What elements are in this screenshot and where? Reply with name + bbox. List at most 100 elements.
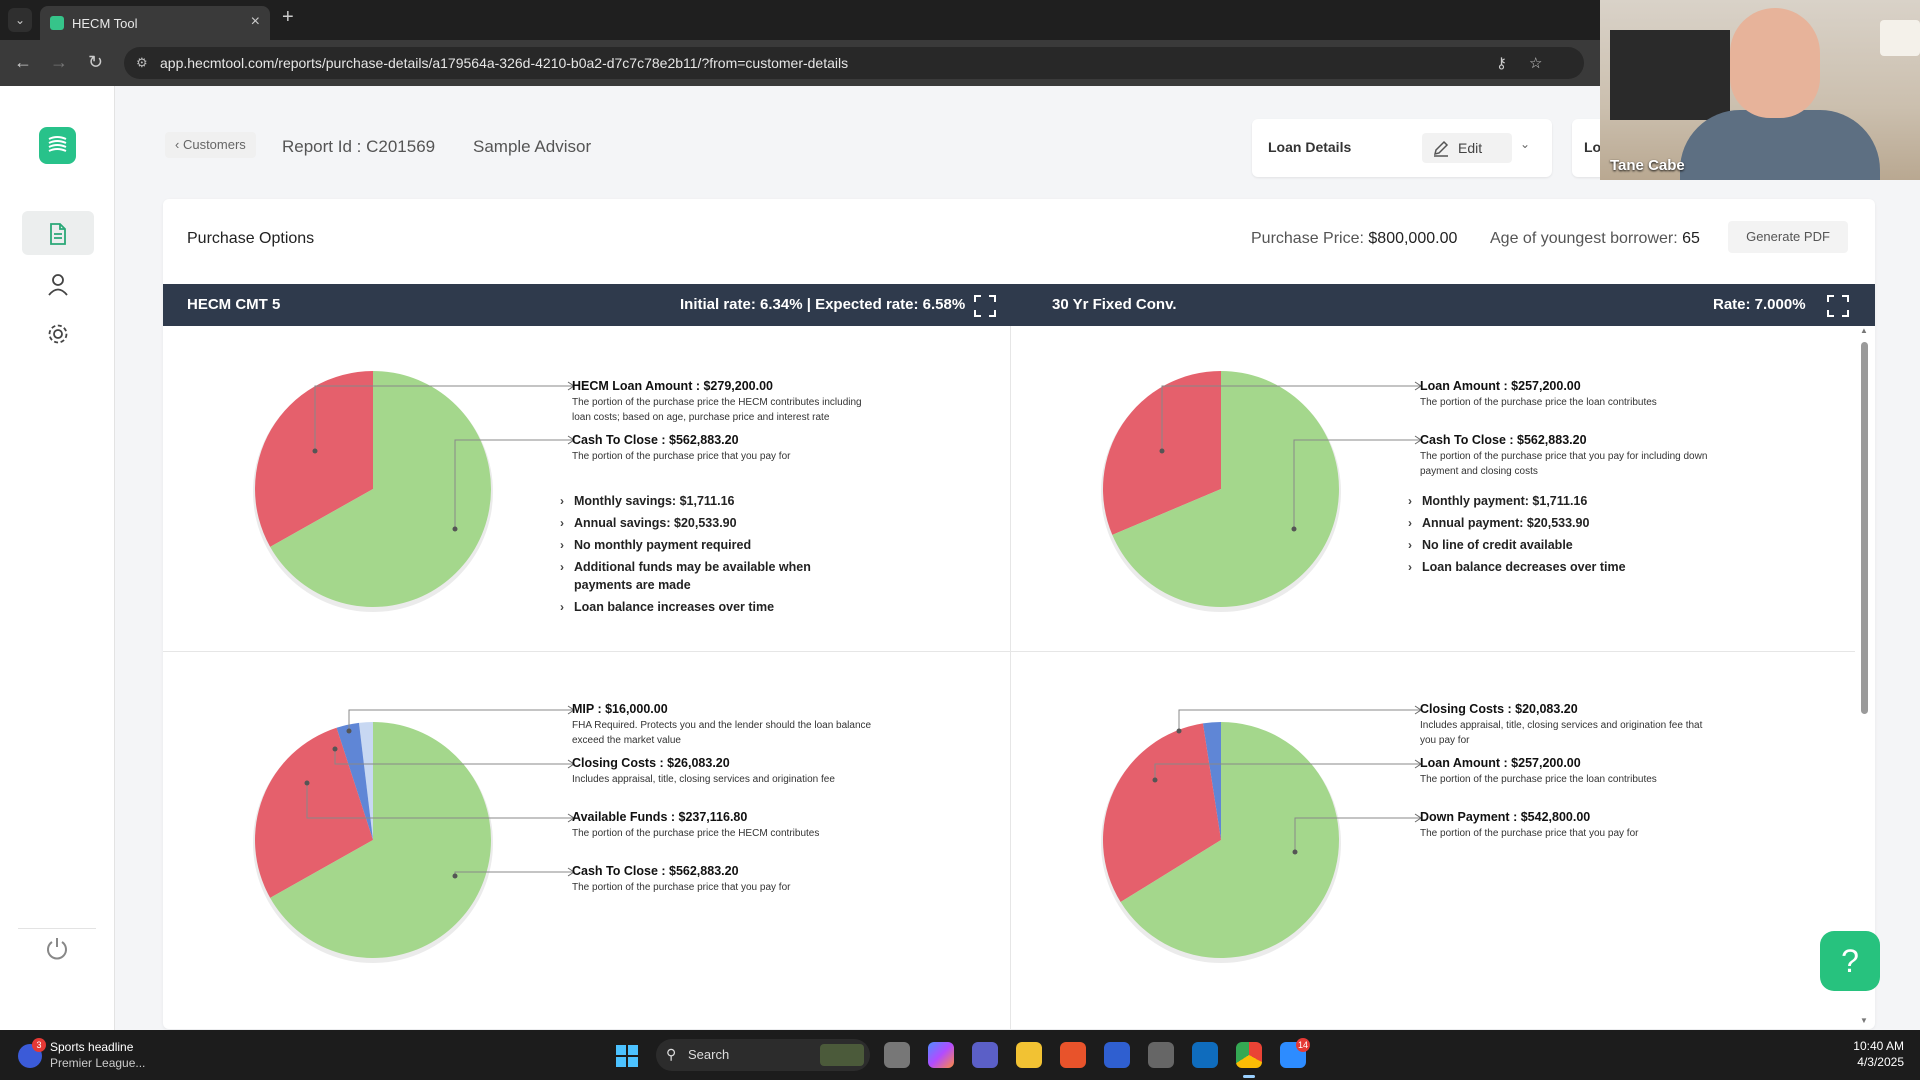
back-to-customers-button[interactable]: ‹ Customers — [165, 132, 256, 158]
pie-slice-hecm-loan-amount[interactable] — [255, 371, 373, 547]
scrollbar-thumb[interactable] — [1861, 342, 1868, 714]
search-highlight-image — [820, 1044, 864, 1066]
pie-slice-cash-to-close[interactable] — [1112, 371, 1339, 607]
sidebar-item-settings[interactable] — [22, 311, 94, 355]
news-badge: 3 — [32, 1038, 46, 1052]
copilot-icon[interactable] — [928, 1042, 954, 1068]
label-heading: Closing Costs : $26,083.20 — [572, 756, 730, 770]
conv-rate: Rate: 7.000% — [1713, 296, 1806, 313]
purchase-price-label: Purchase Price: — [1251, 230, 1364, 247]
presenter-body — [1680, 110, 1880, 180]
presenter-head — [1730, 8, 1820, 118]
tab-list-dropdown[interactable]: ⌄ — [8, 8, 32, 32]
conv-loan-amount-label: Loan Amount : $257,200.00 The portion of… — [1420, 379, 1720, 410]
conv-closing-costs-label: Closing Costs : $20,083.20 Includes appr… — [1420, 702, 1720, 748]
list-item: Annual payment: $20,533.90 — [1408, 514, 1688, 532]
conv-cash-to-close-label: Cash To Close : $562,883.20 The portion … — [1420, 433, 1720, 479]
age-value: 65 — [1682, 230, 1700, 247]
scroll-up-icon[interactable]: ▲ — [1860, 326, 1868, 335]
row-divider — [163, 651, 1855, 652]
purchase-price: Purchase Price: $800,000.00 — [1251, 230, 1457, 248]
site-info-icon[interactable]: ⚙ — [136, 55, 148, 70]
pie-slice-loan-amount[interactable] — [1103, 723, 1221, 903]
expand-icon[interactable] — [1826, 294, 1850, 318]
label-heading: Closing Costs : $20,083.20 — [1420, 702, 1578, 716]
pie-slice-closing-costs[interactable] — [336, 722, 373, 840]
new-tab-icon[interactable]: + — [282, 6, 294, 28]
sidebar-item-reports[interactable] — [22, 211, 94, 255]
chrome-icon[interactable] — [1236, 1042, 1262, 1068]
pie-slice-mip[interactable] — [358, 722, 373, 840]
purchase-price-value: $800,000.00 — [1368, 230, 1458, 247]
list-item: Monthly payment: $1,711.16 — [1408, 492, 1688, 510]
label-heading: Available Funds : $237,116.80 — [572, 810, 748, 824]
label-description: The portion of the purchase price that y… — [572, 882, 791, 893]
app-badge: 14 — [1296, 1038, 1310, 1052]
label-description: FHA Required. Protects you and the lende… — [572, 720, 872, 746]
system-clock[interactable]: 10:40 AM 4/3/2025 — [1820, 1038, 1904, 1070]
task-view-icon[interactable] — [884, 1042, 910, 1068]
url-text[interactable]: app.hecmtool.com/reports/purchase-detail… — [160, 55, 849, 71]
expand-icon[interactable] — [973, 294, 997, 318]
hecm-cost-breakdown-pie-chart — [253, 722, 493, 963]
webcam-overlay: Tane Cabe — [1600, 0, 1920, 180]
reload-icon[interactable]: ↻ — [88, 52, 104, 72]
label-heading: HECM Loan Amount : $279,200.00 — [572, 379, 773, 393]
hecm-product-name: HECM CMT 5 — [187, 296, 281, 313]
list-item: No monthly payment required — [560, 536, 840, 554]
list-item: No line of credit available — [1408, 536, 1688, 554]
label-description: The portion of the purchase price that y… — [1420, 451, 1708, 477]
sidebar-item-customers[interactable] — [22, 261, 94, 305]
password-key-icon[interactable]: ⚷ — [1496, 55, 1507, 72]
youngest-borrower-age: Age of youngest borrower: 65 — [1490, 230, 1700, 248]
favicon-icon — [50, 16, 64, 30]
app-logo[interactable] — [39, 127, 76, 164]
label-heading: Loan Amount : $257,200.00 — [1420, 756, 1581, 770]
pie-slice-down-payment[interactable] — [1120, 722, 1339, 958]
taskbar-search[interactable]: ⚲ Search — [656, 1039, 870, 1071]
second-panel-label: Lo — [1584, 139, 1602, 155]
browser-tab[interactable]: HECM Tool × — [40, 6, 270, 40]
hecm-loan-amount-label: HECM Loan Amount : $279,200.00 The porti… — [572, 379, 872, 425]
list-item: Loan balance increases over time — [560, 598, 840, 616]
mip-label: MIP : $16,000.00 FHA Required. Protects … — [572, 702, 872, 748]
main-content: ‹ Customers Report Id : C201569 Sample A… — [115, 86, 1920, 1030]
scrollbar[interactable]: ▲ ▼ — [1858, 326, 1870, 1029]
background-lamp — [1880, 20, 1920, 56]
age-label: Age of youngest borrower: — [1490, 230, 1678, 247]
pie-slice-cash-to-close[interactable] — [270, 371, 491, 607]
leader-lines — [1152, 705, 1422, 855]
url-field[interactable]: ⚙ app.hecmtool.com/reports/purchase-deta… — [124, 47, 1584, 79]
label-description: Includes appraisal, title, closing servi… — [1420, 720, 1703, 746]
list-item: Monthly savings: $1,711.16 — [560, 492, 840, 510]
forward-icon[interactable]: → — [50, 52, 68, 72]
app-icon[interactable] — [1148, 1042, 1174, 1068]
label-heading: Down Payment : $542,800.00 — [1420, 810, 1591, 824]
loan-details-panel: Loan Details Edit ⌄ — [1252, 119, 1552, 177]
active-app-indicator — [1243, 1075, 1255, 1078]
label-description: The portion of the purchase price that y… — [572, 451, 791, 462]
hecm-purchase-pie-chart — [253, 371, 493, 612]
help-button[interactable]: ? — [1820, 931, 1880, 991]
edit-button[interactable]: Edit — [1422, 133, 1512, 163]
pie-slice-closing-costs[interactable] — [1202, 722, 1221, 840]
windows-start-icon[interactable] — [616, 1045, 638, 1067]
close-tab-icon[interactable]: × — [250, 13, 260, 30]
label-heading: MIP : $16,000.00 — [572, 702, 668, 716]
scroll-down-icon[interactable]: ▼ — [1860, 1016, 1868, 1025]
generate-pdf-button[interactable]: Generate PDF — [1728, 221, 1848, 253]
user-icon — [48, 274, 68, 296]
power-icon[interactable] — [44, 936, 70, 962]
label-heading: Cash To Close : $562,883.20 — [572, 433, 739, 447]
brave-browser-icon[interactable] — [1060, 1042, 1086, 1068]
bitwarden-icon[interactable] — [1104, 1042, 1130, 1068]
teams-icon[interactable] — [972, 1042, 998, 1068]
chevron-down-icon[interactable]: ⌄ — [1520, 137, 1531, 151]
pie-slice-available-funds[interactable] — [255, 727, 373, 898]
hecm-closing-costs-label: Closing Costs : $26,083.20 Includes appr… — [572, 756, 872, 787]
outlook-icon[interactable] — [1192, 1042, 1218, 1068]
file-explorer-icon[interactable] — [1016, 1042, 1042, 1068]
pie-slice-cash-to-close[interactable] — [270, 722, 491, 958]
back-icon[interactable]: ← — [14, 52, 32, 72]
bookmark-star-icon[interactable]: ☆ — [1529, 55, 1543, 72]
